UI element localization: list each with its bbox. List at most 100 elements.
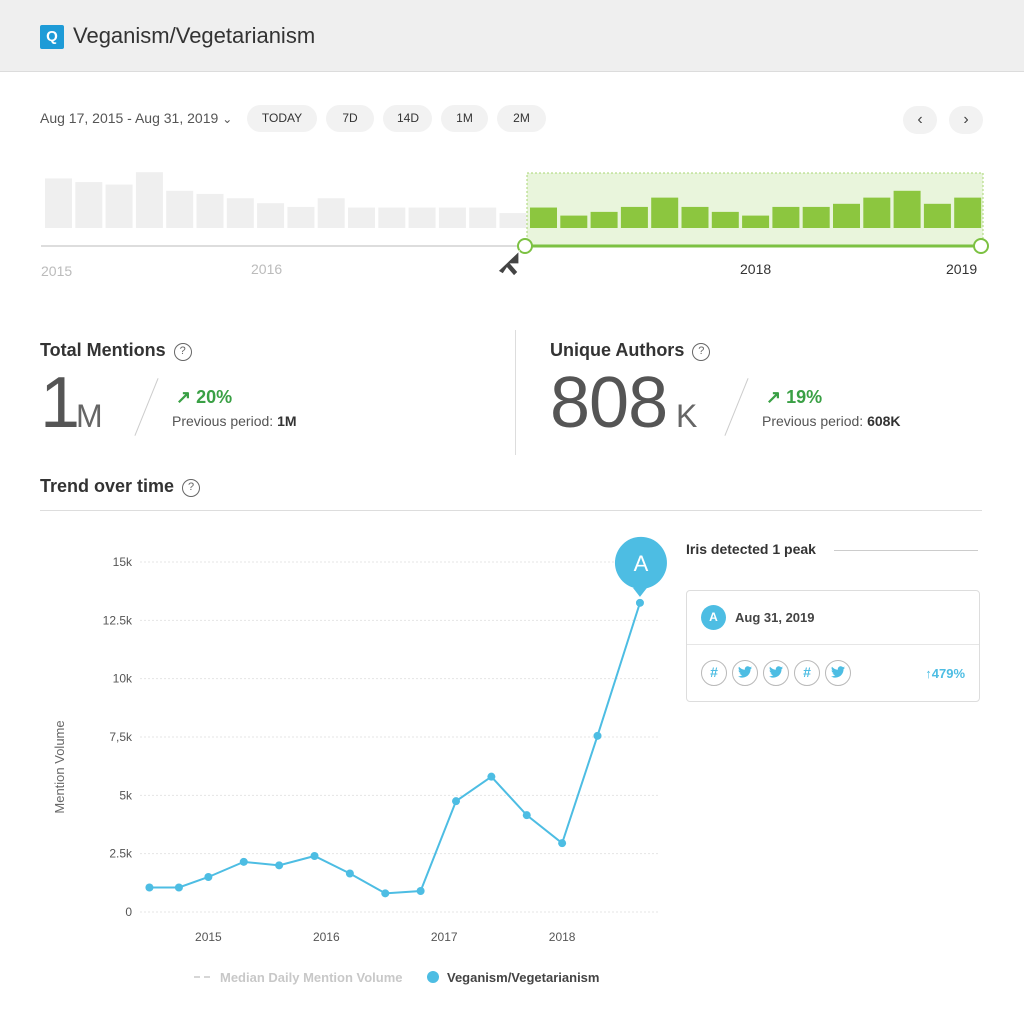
data-point[interactable] xyxy=(522,811,531,820)
twitter-icon[interactable] xyxy=(825,660,851,686)
timeline-bar xyxy=(469,207,497,228)
total-mentions-unit: M xyxy=(76,398,103,434)
help-icon[interactable]: ? xyxy=(692,343,711,361)
data-point[interactable] xyxy=(174,883,183,892)
data-point[interactable] xyxy=(452,797,461,806)
timeline-label-2018: 2018 xyxy=(740,261,771,277)
data-point[interactable] xyxy=(145,883,154,892)
timeline-bar-selected xyxy=(893,190,921,228)
legend-series[interactable]: Veganism/Vegetarianism xyxy=(427,970,599,985)
trend-up-icon: ↗ xyxy=(766,387,782,407)
y-tick-label: 2.5k xyxy=(109,847,133,861)
date-range-picker[interactable]: Aug 17, 2015 - Aug 31, 2019 ⌄ xyxy=(40,110,232,126)
data-point[interactable] xyxy=(204,873,213,881)
y-tick-label: 15k xyxy=(113,555,133,569)
query-icon: Q xyxy=(40,25,64,49)
legend-median[interactable]: Median Daily Mention Volume xyxy=(194,970,403,985)
timeline-bar-selected xyxy=(651,197,679,228)
data-point[interactable] xyxy=(487,772,496,781)
next-period-button[interactable]: › xyxy=(949,106,983,134)
twitter-icon[interactable] xyxy=(763,660,789,686)
timeline-bar-selected xyxy=(560,215,588,228)
series-line xyxy=(149,602,641,895)
y-tick-label: 10k xyxy=(113,672,133,686)
peak-card[interactable]: A Aug 31, 2019 # # ↑479% xyxy=(686,590,980,702)
total-mentions-value: 1 xyxy=(40,363,80,443)
timeline-bar xyxy=(166,190,194,228)
timeline-bar xyxy=(105,184,133,228)
timeline-bar-selected xyxy=(802,206,830,228)
data-point[interactable] xyxy=(310,852,319,860)
range-1m-button[interactable]: 1M xyxy=(441,105,488,132)
data-point[interactable] xyxy=(275,861,284,870)
timeline-bar-selected xyxy=(772,206,800,228)
y-tick-label: 12.5k xyxy=(103,613,133,627)
range-14d-button[interactable]: 14D xyxy=(383,105,432,132)
timeline-selector[interactable]: 2015 2016 2018 2019 xyxy=(0,150,1024,290)
help-icon[interactable]: ? xyxy=(182,479,201,497)
x-tick-label: 2018 xyxy=(549,930,576,944)
timeline-bar-selected xyxy=(530,207,557,228)
data-point[interactable] xyxy=(345,869,354,878)
data-point[interactable] xyxy=(381,889,390,898)
previous-period-label: Previous period: xyxy=(172,413,274,429)
mouse-cursor-icon xyxy=(497,249,520,277)
unique-authors-previous: Previous period: 608K xyxy=(762,413,901,429)
date-range-label: Aug 17, 2015 - Aug 31, 2019 xyxy=(40,110,219,126)
header-bar: Q Veganism/Vegetarianism xyxy=(0,0,1024,72)
timeline-bar-selected xyxy=(923,203,951,228)
divider-slash xyxy=(134,378,159,436)
range-end-handle[interactable] xyxy=(973,238,989,254)
range-7d-button[interactable]: 7D xyxy=(326,105,374,132)
peak-badge: A xyxy=(701,605,726,630)
twitter-icon[interactable] xyxy=(732,660,758,686)
data-point[interactable] xyxy=(593,731,602,740)
timeline-bar xyxy=(196,193,224,228)
total-mentions-previous: Previous period: 1M xyxy=(172,413,297,429)
range-start-handle[interactable] xyxy=(517,238,533,254)
unique-authors-change: ↗ 19% xyxy=(766,387,822,408)
x-tick-label: 2015 xyxy=(195,930,222,944)
unique-authors-change-value: 19% xyxy=(786,387,823,407)
peak-marker[interactable]: A xyxy=(614,536,667,597)
unique-authors-title: Unique Authors? xyxy=(550,340,711,361)
data-point[interactable] xyxy=(558,839,567,848)
timeline-bar xyxy=(408,207,436,228)
series-dot-icon xyxy=(427,971,439,983)
trend-up-icon: ↗ xyxy=(176,387,192,407)
x-tick-label: 2017 xyxy=(431,930,458,944)
timeline-bar xyxy=(75,182,103,228)
peak-panel-rule xyxy=(834,550,978,551)
trend-chart: 0 2.5k 5k 7,5k 10k 12.5k 15k 2015 2016 2017 2018 Me… xyxy=(52,536,667,944)
previous-period-value: 1M xyxy=(277,413,297,429)
data-point[interactable] xyxy=(416,887,425,895)
previous-period-button[interactable]: ‹ xyxy=(903,106,937,134)
timeline-label-2016: 2016 xyxy=(251,261,282,277)
timeline-label-2015: 2015 xyxy=(41,263,72,279)
section-divider xyxy=(40,510,982,511)
total-mentions-label: Total Mentions xyxy=(40,340,166,360)
timeline-bar xyxy=(348,207,375,228)
range-2m-button[interactable]: 2M xyxy=(497,105,546,132)
timeline-bar-selected xyxy=(863,197,891,228)
timeline-bar xyxy=(45,178,72,228)
range-today-button[interactable]: TODAY xyxy=(247,105,317,132)
peak-panel-title: Iris detected 1 peak xyxy=(686,541,816,557)
timeline-bar-selected xyxy=(681,206,709,228)
timeline-bar xyxy=(317,198,345,228)
hashtag-icon[interactable]: # xyxy=(701,660,727,686)
peak-date: Aug 31, 2019 xyxy=(735,610,815,625)
y-tick-label: 0 xyxy=(125,905,132,919)
timeline-label-2019: 2019 xyxy=(946,261,977,277)
page-title: Veganism/Vegetarianism xyxy=(73,23,316,48)
timeline-bar-selected xyxy=(711,211,739,228)
unique-authors-unit: K xyxy=(676,398,698,434)
unique-authors-label: Unique Authors xyxy=(550,340,685,360)
data-point[interactable] xyxy=(239,857,248,866)
data-point[interactable] xyxy=(635,598,644,607)
help-icon[interactable]: ? xyxy=(173,343,192,361)
timeline-bar-selected xyxy=(620,206,648,228)
hashtag-icon[interactable]: # xyxy=(794,660,820,686)
total-mentions-title: Total Mentions? xyxy=(40,340,192,361)
timeline-bar xyxy=(378,207,406,228)
